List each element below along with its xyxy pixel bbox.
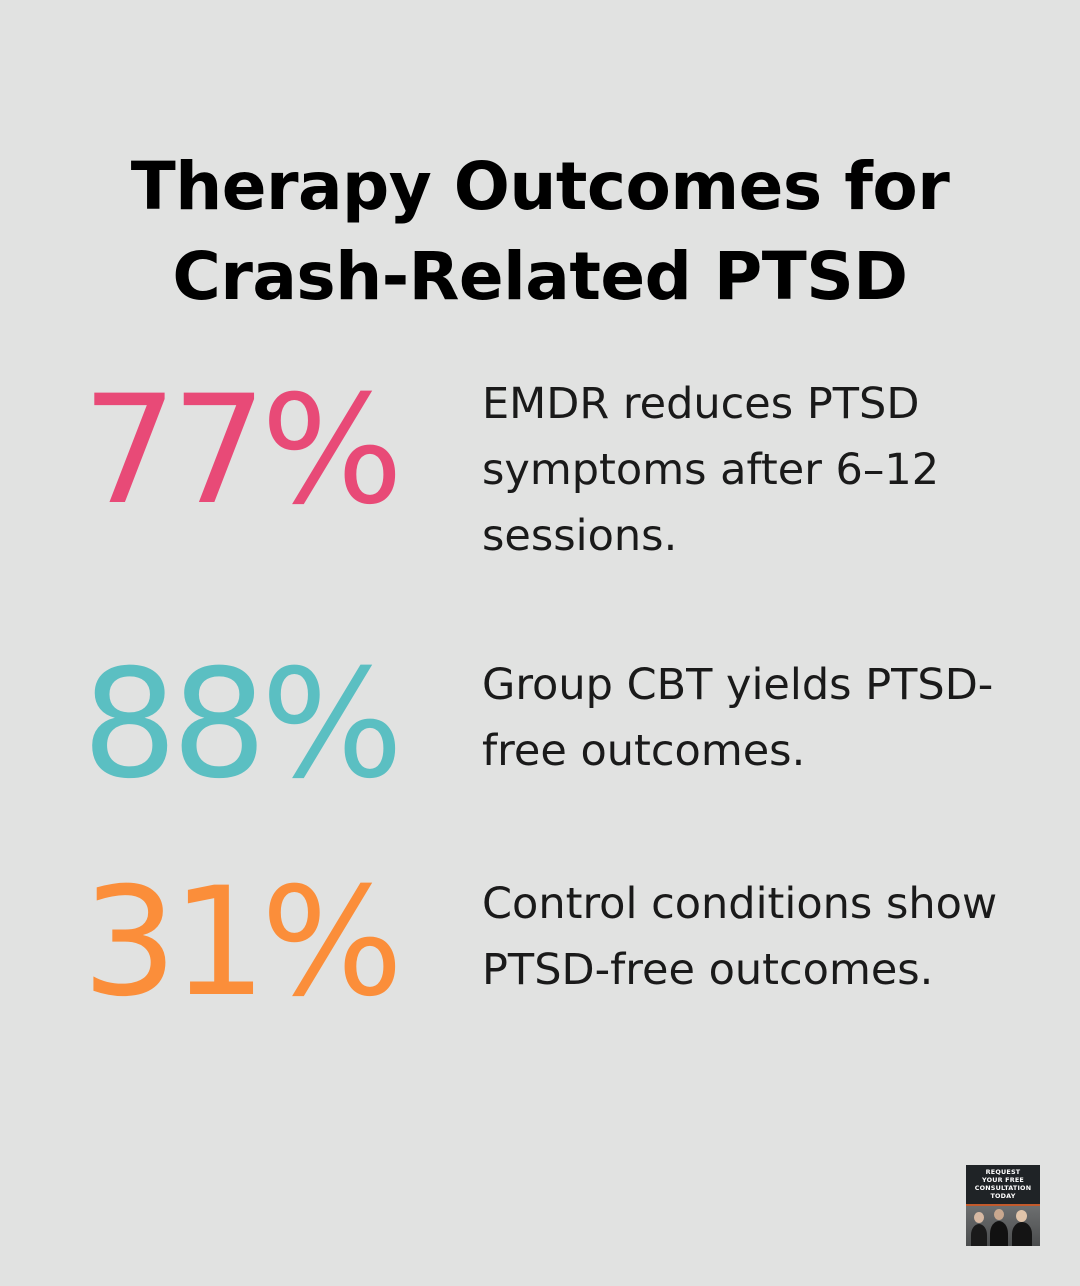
stat-value: 88% [82, 638, 403, 812]
person-head [974, 1212, 984, 1223]
stat-description: Control conditions show PTSD-free outcom… [482, 879, 998, 995]
cta-line-2: YOUR FREE [982, 1176, 1024, 1184]
stat-value: 77% [82, 364, 403, 538]
person-silhouette [971, 1224, 987, 1246]
person-silhouette [1012, 1222, 1032, 1246]
page-title: Therapy Outcomes for Crash-Related PTSD [0, 142, 1080, 322]
cta-label: REQUEST YOUR FREE CONSULTATION TODAY [966, 1168, 1040, 1200]
stat-description: Group CBT yields PTSD-free outcomes. [482, 660, 994, 776]
consultation-cta-badge[interactable]: REQUEST YOUR FREE CONSULTATION TODAY [966, 1165, 1040, 1246]
cta-accent-bar [966, 1204, 1040, 1206]
attorneys-photo [966, 1206, 1040, 1246]
person-head [994, 1209, 1004, 1220]
person-head [1016, 1210, 1027, 1222]
stat-value: 31% [82, 856, 403, 1030]
person-silhouette [990, 1221, 1008, 1246]
stat-description: EMDR reduces PTSD symptoms after 6–12 se… [482, 379, 940, 561]
cta-line-4: TODAY [990, 1192, 1016, 1200]
cta-line-1: REQUEST [985, 1168, 1021, 1176]
cta-line-3: CONSULTATION [974, 1184, 1032, 1192]
title-line-1: Therapy Outcomes for [130, 148, 950, 226]
title-line-2: Crash-Related PTSD [172, 238, 908, 316]
